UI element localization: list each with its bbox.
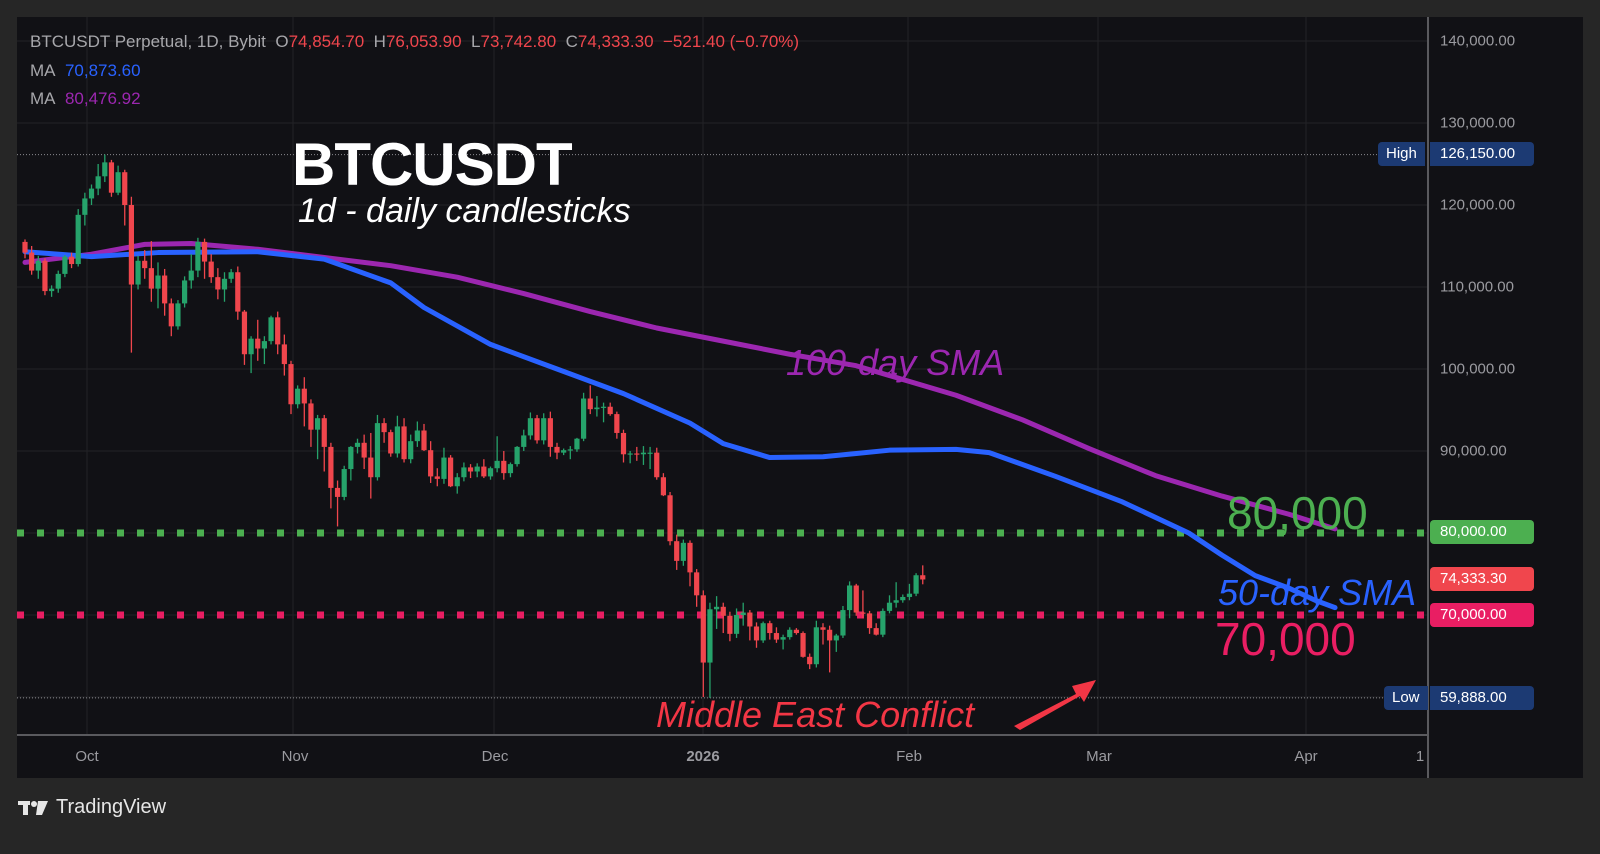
level-80000-annotation: 80,000 (1227, 487, 1368, 539)
ma100-value: 80,476.92 (64, 89, 141, 108)
time-tick-dec: Dec (481, 748, 509, 765)
tradingview-label: TradingView (56, 796, 167, 818)
symbol-label[interactable]: BTCUSDT Perpetual, 1D, Bybit (30, 32, 266, 51)
ma-label: MA (30, 89, 56, 108)
open-label: O (275, 32, 289, 51)
time-tick-2026: 2026 (686, 748, 720, 765)
sma50-annotation: 50-day SMA (1218, 572, 1417, 613)
time-tick-mar: Mar (1086, 748, 1112, 765)
ma100-legend[interactable]: MA 80,476.92 (30, 89, 141, 109)
time-tick-1: 1 (1415, 748, 1425, 765)
ohlc-legend: BTCUSDT Perpetual, 1D, Bybit O74,854.70 … (30, 32, 799, 52)
low-tag: Low (1384, 686, 1428, 710)
low-value-badge: 59,888.00 (1430, 686, 1534, 710)
time-tick-apr: Apr (1294, 748, 1318, 765)
high-value: 76,053.90 (385, 32, 462, 51)
chart-panel (17, 17, 1583, 778)
sma100-annotation: 100-day SMA (786, 342, 1005, 383)
price-tick: 130,000.00 (1440, 114, 1516, 132)
change-value: −521.40 (−0.70%) (662, 32, 800, 51)
high-value-badge: 126,150.00 (1430, 142, 1534, 166)
arrow-icon (1014, 680, 1096, 730)
close-value: 74,333.30 (577, 32, 654, 51)
ma50-legend[interactable]: MA 70,873.60 (30, 61, 141, 81)
level-70000-badge: 70,000.00 (1430, 603, 1534, 627)
level-80000-badge: 80,000.00 (1430, 520, 1534, 544)
time-tick-nov: Nov (281, 748, 309, 765)
ma-label: MA (30, 61, 56, 80)
candlestick-chart (17, 17, 1427, 735)
tradingview-logo[interactable]: TradingView (18, 796, 166, 819)
ma50-value: 70,873.60 (64, 61, 141, 80)
close-label: C (565, 32, 578, 51)
price-tick: 140,000.00 (1440, 32, 1516, 50)
time-axis[interactable]: Oct Nov Dec 2026 Feb Mar Apr 1 (17, 734, 1427, 780)
event-annotation: Middle East Conflict (656, 694, 975, 735)
high-tag: High (1378, 142, 1425, 166)
low-label: L (471, 32, 481, 51)
price-tick: 120,000.00 (1440, 196, 1516, 214)
last-price-badge: 74,333.30 (1430, 567, 1534, 591)
price-tick: 110,000.00 (1440, 278, 1514, 296)
level-70000-annotation: 70,000 (1215, 613, 1356, 665)
price-tick: 100,000.00 (1440, 360, 1516, 378)
time-tick-oct: Oct (75, 748, 99, 765)
tradingview-logo-icon (18, 800, 48, 815)
time-tick-feb: Feb (896, 748, 922, 765)
open-value: 74,854.70 (288, 32, 365, 51)
price-tick: 90,000.00 (1440, 442, 1507, 460)
price-axis[interactable] (1427, 17, 1585, 778)
high-label: H (373, 32, 386, 51)
chart-subtitle: 1d - daily candlesticks (298, 192, 631, 230)
plot-area[interactable] (17, 17, 1427, 735)
low-value: 73,742.80 (480, 32, 557, 51)
chart-title: BTCUSDT (292, 131, 573, 198)
